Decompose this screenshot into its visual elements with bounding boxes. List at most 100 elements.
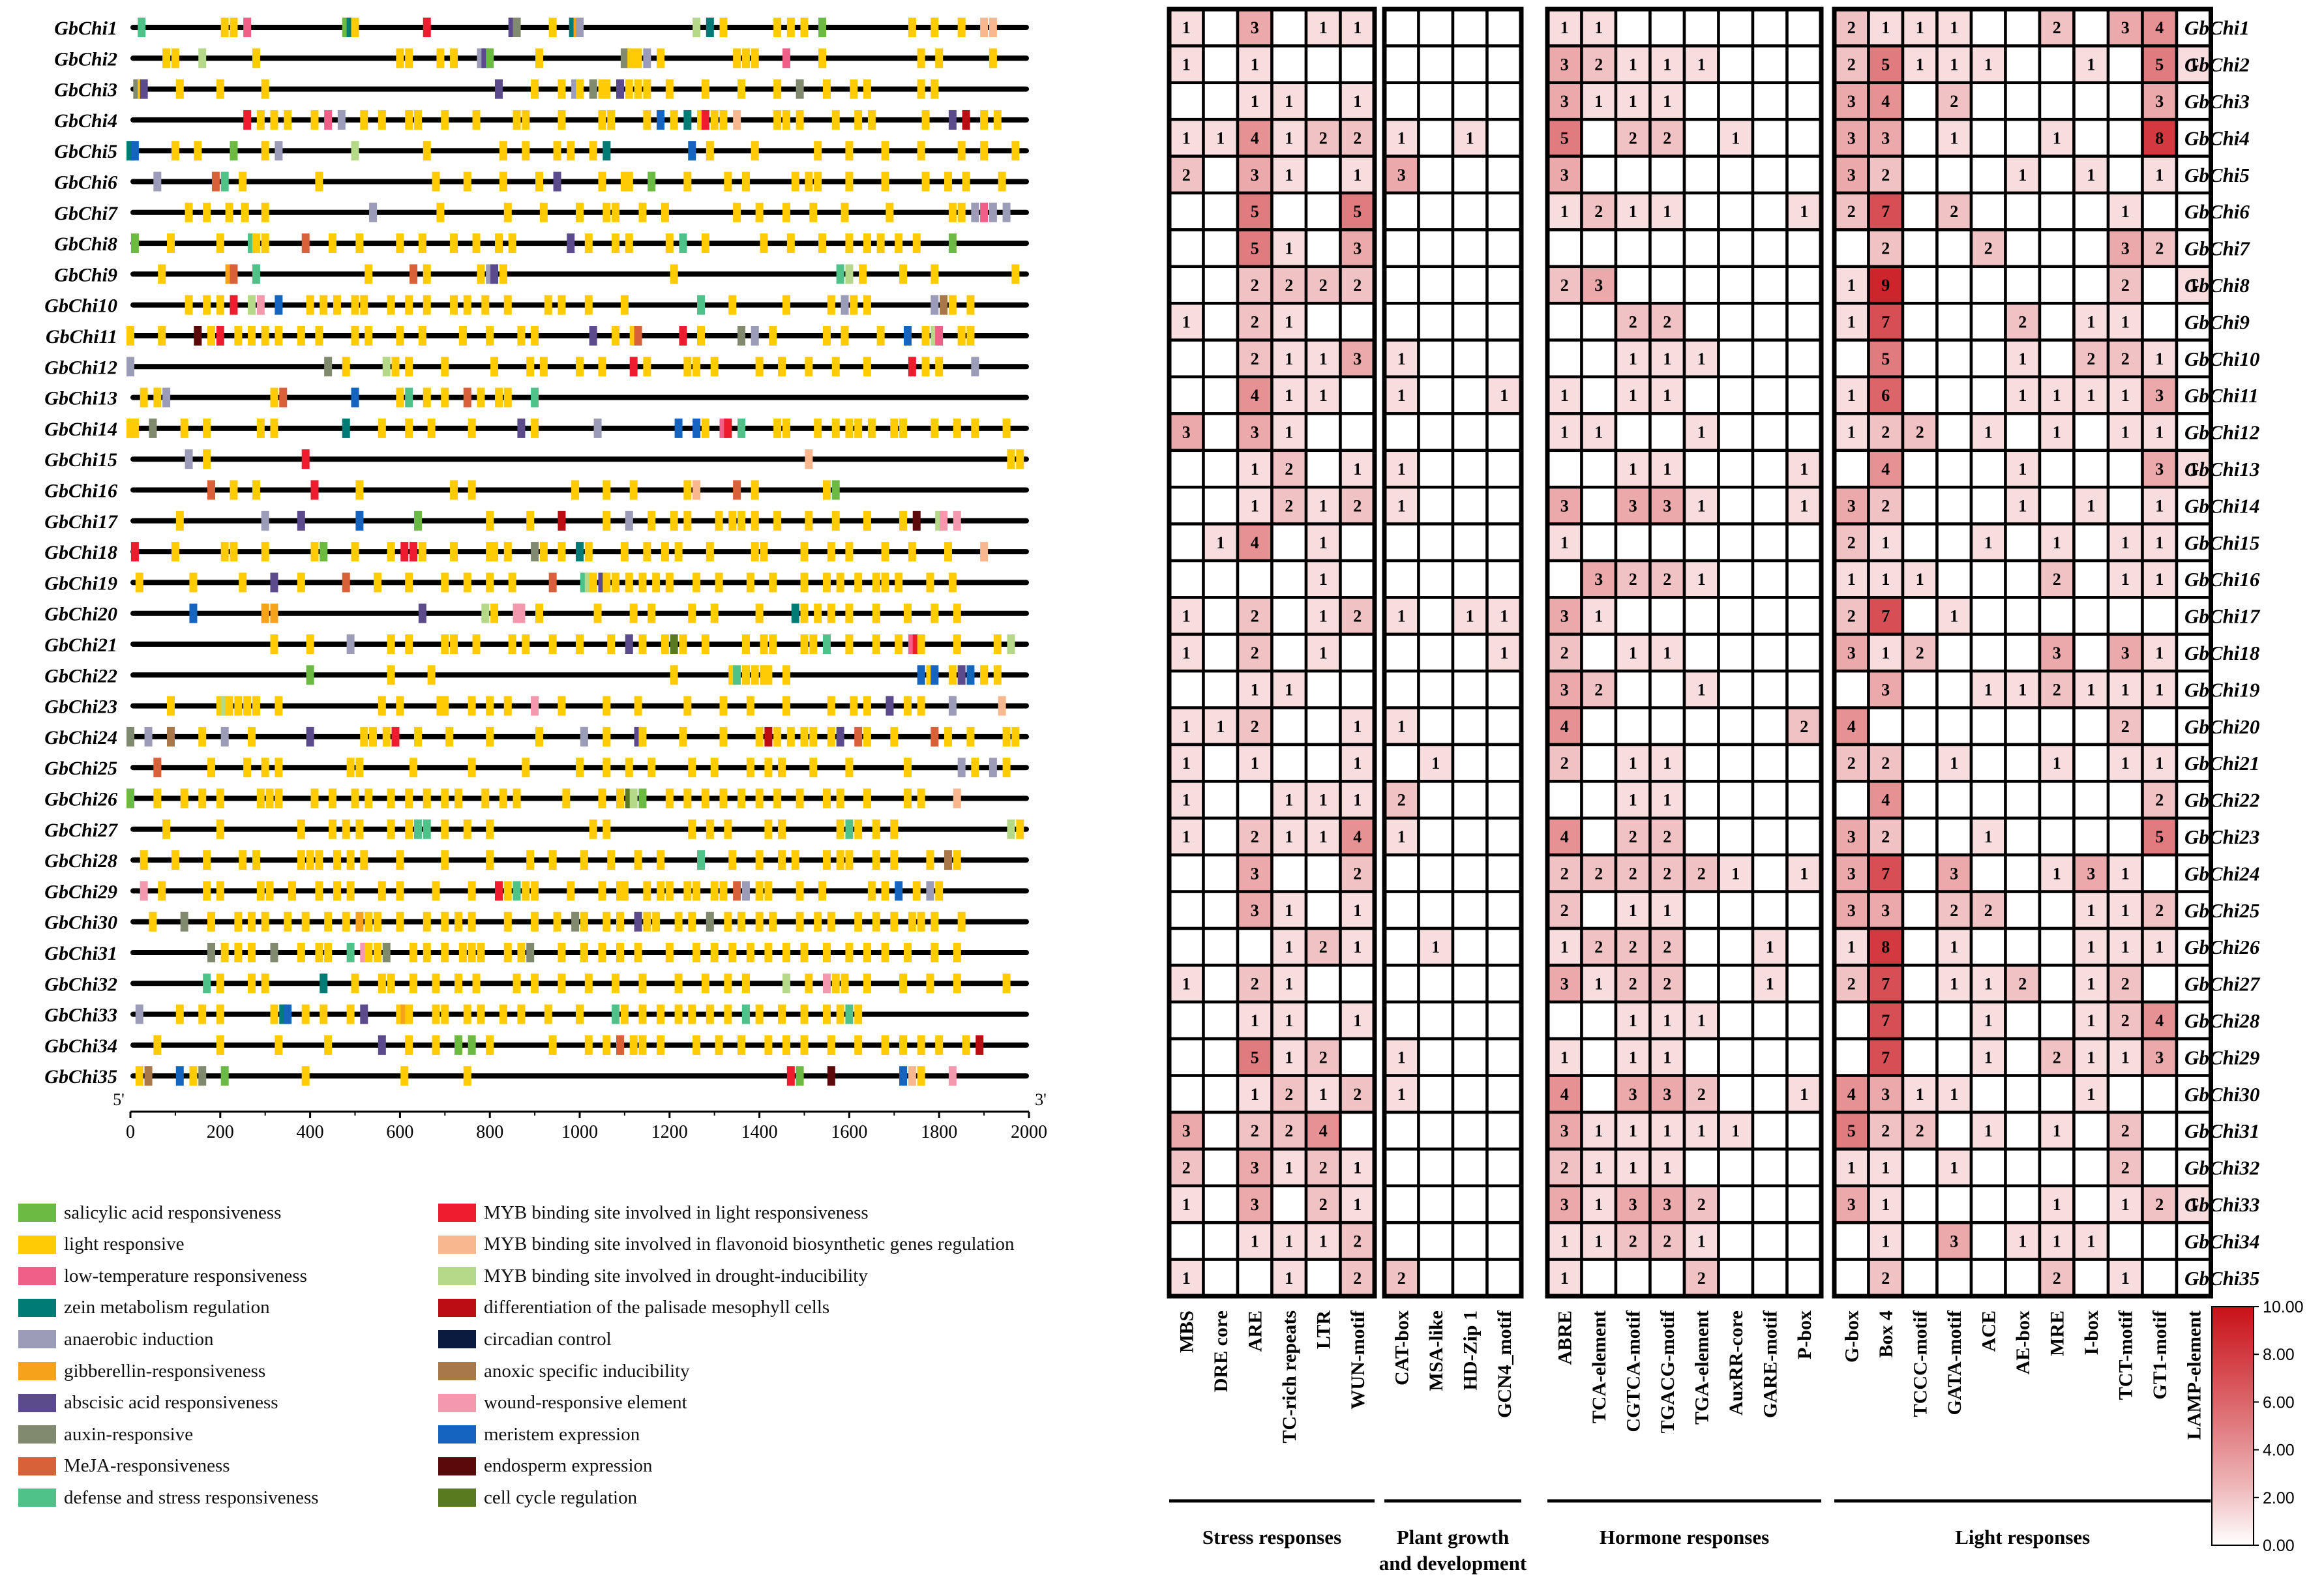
element-box bbox=[890, 726, 899, 747]
element-box bbox=[827, 542, 835, 562]
element-box bbox=[324, 110, 333, 130]
heatmap-row-label: GbChi9 bbox=[2184, 310, 2250, 333]
heatmap-cell-value: 3 bbox=[1663, 496, 1671, 515]
heatmap-cell bbox=[1614, 265, 1652, 305]
heatmap-cell-value: 1 bbox=[1800, 202, 1808, 221]
heatmap-cell-value: 1 bbox=[1629, 901, 1637, 920]
element-box bbox=[135, 1004, 143, 1024]
element-box bbox=[373, 943, 381, 962]
heatmap-cell bbox=[1832, 559, 1870, 599]
element-box bbox=[315, 850, 323, 870]
element-box bbox=[558, 110, 566, 130]
heatmap-cell-value: 1 bbox=[2121, 864, 2130, 883]
element-box bbox=[845, 233, 854, 254]
heatmap-cell bbox=[1785, 155, 1823, 195]
element-box bbox=[962, 171, 970, 192]
element-box bbox=[603, 1035, 611, 1055]
heatmap-cell bbox=[1785, 964, 1823, 1004]
heatmap-cell bbox=[1270, 706, 1308, 747]
heatmap-cell bbox=[1717, 44, 1755, 85]
heatmap-cell bbox=[1969, 632, 2007, 673]
heatmap-cell bbox=[1717, 485, 1755, 526]
element-box bbox=[175, 1066, 184, 1086]
heatmap-cell bbox=[1304, 449, 1342, 489]
heatmap-cell-value: 1 bbox=[2087, 1232, 2095, 1251]
element-box bbox=[580, 850, 588, 870]
element-box bbox=[275, 696, 283, 716]
element-box bbox=[993, 665, 1002, 685]
heatmap-cell-value: 1 bbox=[1800, 460, 1808, 479]
element-box bbox=[809, 634, 818, 654]
element-box bbox=[805, 449, 813, 469]
element-box bbox=[764, 943, 773, 962]
element-box bbox=[917, 911, 925, 932]
element-box bbox=[697, 850, 706, 870]
element-box bbox=[728, 850, 737, 870]
heatmap-cell bbox=[1751, 338, 1789, 379]
element-box bbox=[899, 264, 908, 284]
heatmap-cell-value: 3 bbox=[1251, 864, 1259, 883]
heatmap-cell-value: 1 bbox=[1560, 1232, 1569, 1251]
heatmap-cell-value: 1 bbox=[1560, 18, 1569, 37]
heatmap-cell-value: 1 bbox=[1916, 1085, 1924, 1104]
heatmap-cell-value: 1 bbox=[1285, 680, 1293, 699]
heatmap-cell bbox=[2072, 669, 2110, 709]
element-box bbox=[620, 295, 629, 315]
heatmap-cell bbox=[1202, 816, 1240, 857]
heatmap-cell bbox=[2004, 1037, 2042, 1077]
heatmap-cell bbox=[1451, 1148, 1489, 1188]
element-box bbox=[841, 973, 849, 994]
element-box bbox=[648, 758, 656, 778]
heatmap-cell bbox=[1485, 301, 1523, 342]
heatmap-cell bbox=[1382, 228, 1420, 269]
element-box bbox=[432, 1035, 440, 1055]
element-box bbox=[629, 357, 638, 377]
element-box bbox=[989, 48, 997, 68]
heatmap-cell-value: 1 bbox=[1697, 1232, 1706, 1251]
element-box bbox=[836, 1004, 844, 1024]
element-box bbox=[755, 726, 764, 747]
element-box bbox=[410, 973, 418, 994]
heatmap-cell bbox=[1717, 1258, 1755, 1298]
element-box bbox=[153, 1035, 162, 1055]
heatmap-cell bbox=[1202, 1074, 1240, 1114]
element-box bbox=[1011, 264, 1020, 284]
heatmap-column-label: TGA-element bbox=[1691, 1311, 1712, 1425]
element-box bbox=[863, 696, 871, 716]
element-box bbox=[867, 418, 876, 438]
heatmap-cell bbox=[1339, 632, 1377, 673]
heatmap-cell bbox=[1751, 301, 1789, 342]
x-tick-label: 1600 bbox=[831, 1122, 867, 1142]
element-box bbox=[369, 726, 378, 747]
element-box bbox=[872, 850, 880, 870]
element-box bbox=[503, 387, 512, 407]
element-box bbox=[517, 418, 526, 438]
heatmap-cell bbox=[2141, 559, 2179, 599]
heatmap-cell bbox=[2038, 596, 2076, 636]
element-box bbox=[369, 202, 378, 222]
heatmap-cell-value: 3 bbox=[1251, 901, 1259, 920]
promoter-line bbox=[130, 580, 1029, 585]
heatmap-cell bbox=[1236, 1258, 1274, 1298]
element-box bbox=[198, 788, 207, 808]
heatmap-row-label: GbChi30 bbox=[2184, 1083, 2259, 1106]
heatmap-cell bbox=[1304, 301, 1342, 342]
element-box bbox=[378, 1035, 386, 1055]
heatmap-cell-value: 3 bbox=[1847, 128, 1856, 147]
element-box bbox=[917, 665, 925, 685]
element-box bbox=[149, 418, 157, 438]
heatmap-cell-value: 1 bbox=[1353, 901, 1362, 920]
promoter-gene-label: GbChi28 bbox=[44, 850, 117, 872]
element-box bbox=[782, 110, 790, 130]
heatmap-cell bbox=[1451, 1110, 1489, 1151]
element-box bbox=[333, 850, 341, 870]
element-box bbox=[423, 387, 431, 407]
heatmap-cell-value: 2 bbox=[1916, 644, 1924, 662]
promoter-line bbox=[130, 1073, 1029, 1079]
element-box bbox=[261, 326, 269, 346]
heatmap-cell-value: 2 bbox=[1560, 901, 1569, 920]
element-box bbox=[737, 1035, 746, 1055]
heatmap-cell bbox=[1451, 44, 1489, 85]
heatmap-cell-value: 1 bbox=[2155, 496, 2164, 515]
element-box bbox=[396, 696, 404, 716]
